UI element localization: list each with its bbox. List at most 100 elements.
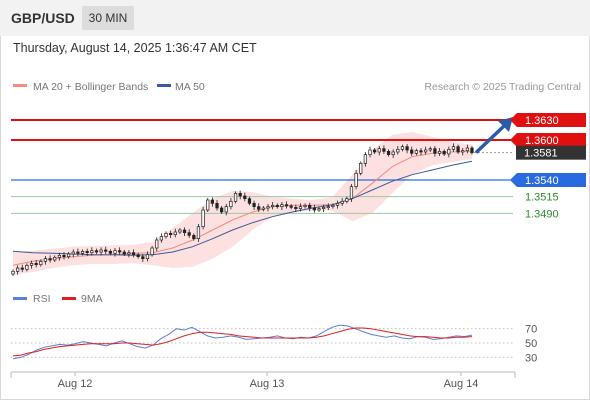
candle xyxy=(224,204,228,216)
candle xyxy=(465,144,469,154)
candle xyxy=(266,204,270,212)
ma20-legend-swatch xyxy=(13,84,27,87)
candle-up xyxy=(280,204,284,208)
candle-up xyxy=(206,199,210,211)
symbol-title: GBP/USD xyxy=(11,10,75,26)
candle-up xyxy=(57,254,61,258)
candle-down xyxy=(131,252,136,256)
candle xyxy=(284,201,289,209)
candle-down xyxy=(187,232,191,236)
resistance-box xyxy=(510,133,586,147)
candle-up xyxy=(400,146,405,150)
candle xyxy=(141,254,145,262)
candle xyxy=(396,146,400,155)
candle-up xyxy=(155,239,159,249)
candle xyxy=(354,170,358,190)
candle xyxy=(243,192,247,202)
candle-up xyxy=(447,148,451,155)
candle xyxy=(386,149,391,157)
candle-up xyxy=(173,231,177,236)
candle-down xyxy=(48,258,52,261)
candle-down xyxy=(220,207,224,213)
candle-up xyxy=(201,209,205,228)
ma9-legend-swatch xyxy=(62,297,76,300)
candle xyxy=(456,144,460,154)
candle-up xyxy=(99,249,103,253)
rsi-line xyxy=(12,324,473,360)
candle xyxy=(16,265,20,275)
candle-up xyxy=(424,149,428,153)
timeframe-badge[interactable]: 30 MIN xyxy=(82,6,134,30)
candle xyxy=(368,146,372,158)
candle-down xyxy=(215,202,219,209)
forecast-arrow-shaft xyxy=(474,124,506,154)
candle-up xyxy=(53,256,57,261)
candle xyxy=(159,233,163,243)
candle-down xyxy=(405,146,409,151)
candle xyxy=(400,144,405,152)
last-price-box xyxy=(516,145,586,160)
candle xyxy=(312,204,316,213)
candle xyxy=(331,203,335,209)
rsi-legend-label: RSI xyxy=(33,293,51,305)
candle-up xyxy=(368,149,372,156)
candle-up xyxy=(340,200,344,204)
candle xyxy=(39,259,43,267)
candle xyxy=(257,203,261,212)
candle-up xyxy=(359,162,363,174)
rsi-tick-label: 70 xyxy=(525,324,537,336)
candle-down xyxy=(243,195,247,200)
candle-up xyxy=(331,204,335,208)
candle xyxy=(340,198,344,206)
candle xyxy=(48,255,52,263)
candle-down xyxy=(108,250,112,254)
candle xyxy=(67,252,71,259)
candle-up xyxy=(414,150,418,154)
candle-down xyxy=(94,250,99,253)
candle-up xyxy=(451,146,456,150)
pivot-label: 1.3540 xyxy=(525,175,559,187)
ma20-legend-label: MA 20 + Bollinger Bands xyxy=(33,81,148,93)
candle-down xyxy=(386,150,391,156)
candle xyxy=(20,264,24,272)
ma50-legend-label: MA 50 xyxy=(175,81,205,93)
candle xyxy=(136,252,140,259)
candle xyxy=(382,145,386,154)
candle xyxy=(294,204,298,212)
candle-up xyxy=(178,229,182,233)
candle xyxy=(62,252,66,260)
candle-down xyxy=(20,267,24,270)
candle-down xyxy=(442,150,446,155)
resistance-box xyxy=(510,113,586,127)
candle-up xyxy=(363,154,367,164)
candle-up xyxy=(127,252,131,255)
candle-down xyxy=(373,149,377,153)
candle-down xyxy=(312,207,316,211)
resistance-label: 1.3630 xyxy=(525,115,559,127)
candle xyxy=(410,146,414,156)
rsi-tick-label: 50 xyxy=(525,338,537,350)
ma9-legend-label: 9MA xyxy=(81,293,103,305)
pivot-box xyxy=(510,173,586,187)
candle xyxy=(326,203,330,210)
candle xyxy=(261,206,265,212)
moving-averages xyxy=(12,150,473,266)
candle-down xyxy=(275,204,279,208)
candle-down xyxy=(34,262,38,266)
candle xyxy=(345,196,349,204)
candle-down xyxy=(169,232,173,236)
candle-down xyxy=(419,150,423,153)
rsi-panel: 70 50 30 xyxy=(11,324,537,364)
candle-down xyxy=(308,204,312,209)
candle-up xyxy=(298,206,303,210)
candle-up xyxy=(391,151,395,156)
candle xyxy=(145,251,150,262)
candle xyxy=(238,190,242,200)
candle-up xyxy=(11,270,15,275)
candle-up xyxy=(29,262,34,266)
candle xyxy=(252,200,256,210)
candle xyxy=(178,228,182,234)
chart-datetime: Thursday, August 14, 2025 1:36:47 AM CET xyxy=(13,41,257,55)
candle xyxy=(187,229,191,238)
candle-down xyxy=(136,254,140,258)
